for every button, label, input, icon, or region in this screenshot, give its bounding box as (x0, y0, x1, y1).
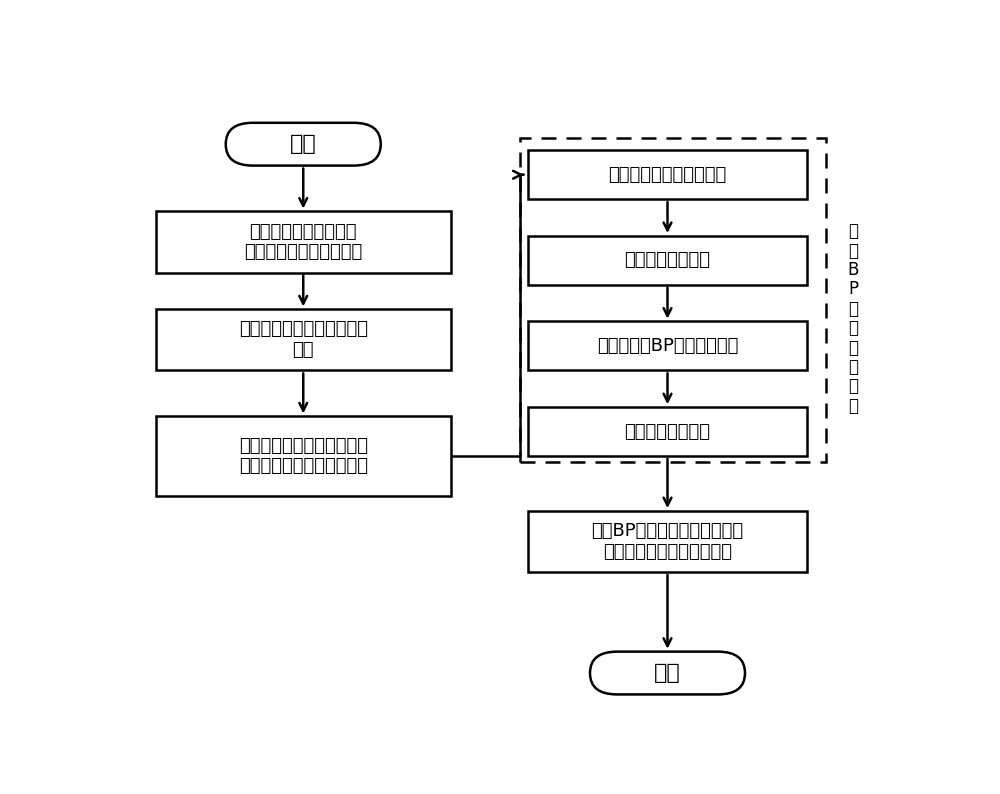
FancyBboxPatch shape (528, 322, 807, 371)
FancyBboxPatch shape (156, 310, 451, 371)
Text: 利用实测数据对模式数据进
行均值校正并作为模型输入: 利用实测数据对模式数据进 行均值校正并作为模型输入 (239, 437, 368, 476)
FancyBboxPatch shape (226, 123, 381, 166)
FancyBboxPatch shape (528, 150, 807, 199)
Text: 模型结果数据转换: 模型结果数据转换 (624, 422, 710, 441)
FancyBboxPatch shape (156, 416, 451, 495)
FancyBboxPatch shape (590, 652, 745, 695)
Text: 模型输入数据规范化处理: 模型输入数据规范化处理 (608, 166, 727, 183)
FancyBboxPatch shape (528, 511, 807, 572)
Text: 训练和检验BP神经网络模型: 训练和检验BP神经网络模型 (597, 337, 738, 355)
FancyBboxPatch shape (156, 211, 451, 272)
FancyBboxPatch shape (528, 236, 807, 285)
Text: 改
进
B
P
神
经
网
络
模
型: 改 进 B P 神 经 网 络 模 型 (848, 222, 859, 414)
Text: 收集研究区域雨量数据
（实测数据、模式数据）: 收集研究区域雨量数据 （实测数据、模式数据） (244, 222, 362, 261)
Text: 结束: 结束 (654, 663, 681, 683)
Text: 确定网络模型结构: 确定网络模型结构 (624, 252, 710, 269)
Text: 利用BP神经网络输出的多模式
集合预测未来气候时空变化: 利用BP神经网络输出的多模式 集合预测未来气候时空变化 (591, 522, 744, 561)
Text: 对模式预测数据进行降尺度
处理: 对模式预测数据进行降尺度 处理 (239, 321, 368, 359)
Text: 开始: 开始 (290, 134, 317, 154)
FancyBboxPatch shape (528, 407, 807, 456)
